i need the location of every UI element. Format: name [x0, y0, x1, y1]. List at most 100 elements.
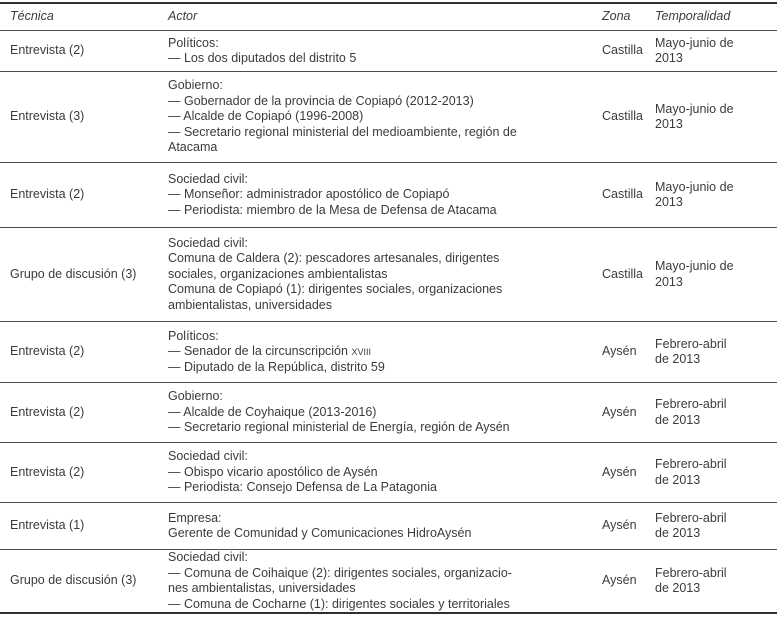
zona-cell: Castilla — [602, 43, 643, 58]
zona-cell: Castilla — [602, 187, 643, 202]
actor-line: — Periodista: miembro de la Mesa de Defe… — [168, 202, 497, 217]
tecnica-cell: Grupo de discusión (3) — [10, 573, 137, 588]
zona-cell: Aysén — [602, 518, 637, 533]
temporalidad-cell: Mayo-junio de 2013 — [655, 36, 777, 67]
column-header-zona: Zona — [602, 9, 631, 24]
column-header-tecnica: Técnica — [10, 9, 54, 24]
temporalidad-line: de 2013 — [655, 526, 701, 540]
methods-table: Técnica Actor Zona Temporalidad Entrevis… — [0, 2, 777, 614]
actor-cell: Sociedad civil: — Comuna de Coihaique (2… — [168, 550, 596, 612]
temporalidad-line: Febrero-abril — [655, 457, 727, 471]
column-header-temporalidad: Temporalidad — [655, 9, 731, 24]
actor-line: Comuna de Copiapó (1): dirigentes social… — [168, 282, 503, 297]
zona-cell: Aysén — [602, 404, 637, 419]
temporalidad-cell: Febrero-abril de 2013 — [655, 397, 777, 428]
tecnica-cell: Entrevista (2) — [10, 43, 85, 58]
actor-line: Políticos: — [168, 35, 219, 50]
actor-line: — Comuna de Coihaique (2): dirigentes so… — [168, 565, 512, 580]
tecnica-cell: Entrevista (1) — [10, 518, 85, 533]
column-header-actor: Actor — [168, 9, 198, 24]
roman-numeral-smallcaps: xviii — [351, 344, 371, 359]
temporalidad-line: 2013 — [655, 195, 683, 209]
temporalidad-line: 2013 — [655, 51, 683, 65]
tecnica-cell: Entrevista (2) — [10, 344, 85, 359]
actor-cell: Políticos: — Los dos diputados del distr… — [168, 36, 596, 67]
actor-line: Gerente de Comunidad y Comunicaciones Hi… — [168, 526, 472, 540]
actor-line: — Monseñor: administrador apostólico de … — [168, 187, 450, 202]
temporalidad-line: Febrero-abril — [655, 565, 727, 580]
actor-line-text: — Senador de la circunscripción — [168, 344, 352, 359]
tecnica-cell: Entrevista (2) — [10, 404, 85, 419]
temporalidad-line: de 2013 — [655, 412, 701, 427]
zona-cell: Aysén — [602, 344, 637, 359]
actor-line: Sociedad civil: — [168, 550, 248, 564]
zona-cell: Aysén — [602, 464, 637, 479]
tecnica-cell: Entrevista (2) — [10, 464, 85, 479]
actor-line: Atacama — [168, 140, 218, 155]
zona-cell: Aysén — [602, 573, 637, 588]
temporalidad-cell: Mayo-junio de 2013 — [655, 259, 777, 290]
temporalidad-line: Febrero-abril — [655, 336, 727, 351]
temporalidad-line: Mayo-junio de — [655, 35, 734, 50]
actor-line: — Alcalde de Copiapó (1996-2008) — [168, 109, 364, 124]
temporalidad-line: 2013 — [655, 117, 683, 131]
temporalidad-line: 2013 — [655, 274, 683, 289]
temporalidad-cell: Febrero-abril de 2013 — [655, 457, 777, 488]
actor-line: sociales, organizaciones ambientalistas — [168, 266, 388, 281]
actor-line: Sociedad civil: — [168, 235, 248, 250]
table-row: Entrevista (2) Sociedad civil: — Obispo … — [0, 443, 777, 503]
temporalidad-line: Mayo-junio de — [655, 179, 734, 194]
tecnica-cell: Entrevista (3) — [10, 109, 85, 124]
temporalidad-cell: Mayo-junio de 2013 — [655, 102, 777, 133]
table-row: Entrevista (2) Políticos: — Los dos dipu… — [0, 31, 777, 72]
table-row: Entrevista (2) Gobierno: — Alcalde de Co… — [0, 383, 777, 443]
actor-cell: Empresa: Gerente de Comunidad y Comunica… — [168, 511, 596, 542]
table-row: Entrevista (1) Empresa: Gerente de Comun… — [0, 503, 777, 550]
actor-line: Gobierno: — [168, 78, 223, 93]
temporalidad-cell: Mayo-junio de 2013 — [655, 180, 777, 211]
table-header-row: Técnica Actor Zona Temporalidad — [0, 4, 777, 31]
temporalidad-cell: Febrero-abril de 2013 — [655, 511, 777, 542]
table-row: Entrevista (3) Gobierno: — Gobernador de… — [0, 72, 777, 163]
temporalidad-cell: Febrero-abril de 2013 — [655, 337, 777, 368]
temporalidad-line: Febrero-abril — [655, 510, 727, 525]
actor-line: nes ambientalistas, universidades — [168, 581, 356, 595]
actor-line: — Los dos diputados del distrito 5 — [168, 51, 357, 65]
actor-cell: Sociedad civil: — Obispo vicario apostól… — [168, 449, 596, 496]
actor-line: — Obispo vicario apostólico de Aysén — [168, 464, 378, 479]
actor-line: — Secretario regional ministerial del me… — [168, 124, 517, 139]
actor-cell: Gobierno: — Gobernador de la provincia d… — [168, 78, 596, 156]
temporalidad-line: Mayo-junio de — [655, 259, 734, 273]
actor-line: Gobierno: — [168, 389, 223, 404]
actor-line: — Comuna de Cocharne (1): dirigentes soc… — [168, 596, 510, 611]
actor-cell: Políticos: — Senador de la circunscripci… — [168, 329, 596, 376]
actor-line: — Senador de la circunscripción xviii — [168, 344, 588, 360]
actor-cell: Sociedad civil: — Monseñor: administrado… — [168, 172, 596, 219]
temporalidad-line: Mayo-junio de — [655, 101, 734, 116]
temporalidad-line: de 2013 — [655, 352, 701, 366]
zona-cell: Castilla — [602, 109, 643, 124]
actor-cell: Gobierno: — Alcalde de Coyhaique (2013-2… — [168, 389, 596, 436]
actor-line: Comuna de Caldera (2): pescadores artesa… — [168, 251, 500, 266]
tecnica-cell: Entrevista (2) — [10, 187, 85, 202]
actor-line: Empresa: — [168, 510, 222, 525]
actor-line: — Alcalde de Coyhaique (2013-2016) — [168, 404, 377, 419]
actor-line: ambientalistas, universidades — [168, 297, 332, 312]
temporalidad-line: Febrero-abril — [655, 397, 727, 411]
actor-line: Sociedad civil: — [168, 449, 248, 464]
actor-line: — Diputado de la República, distrito 59 — [168, 359, 385, 374]
table-row: Entrevista (2) Políticos: — Senador de l… — [0, 322, 777, 383]
actor-line: Políticos: — [168, 328, 219, 343]
actor-line: — Gobernador de la provincia de Copiapó … — [168, 93, 474, 108]
actor-line: — Periodista: Consejo Defensa de La Pata… — [168, 480, 437, 495]
actor-line: — Secretario regional ministerial de Ene… — [168, 420, 510, 435]
actor-line: Sociedad civil: — [168, 171, 248, 186]
table-row: Grupo de discusión (3) Sociedad civil: C… — [0, 228, 777, 322]
tecnica-cell: Grupo de discusión (3) — [10, 266, 137, 281]
temporalidad-line: de 2013 — [655, 581, 701, 595]
table-row: Entrevista (2) Sociedad civil: — Monseño… — [0, 163, 777, 228]
actor-cell: Sociedad civil: Comuna de Caldera (2): p… — [168, 236, 596, 314]
temporalidad-cell: Febrero-abril de 2013 — [655, 566, 777, 597]
temporalidad-line: de 2013 — [655, 472, 701, 487]
